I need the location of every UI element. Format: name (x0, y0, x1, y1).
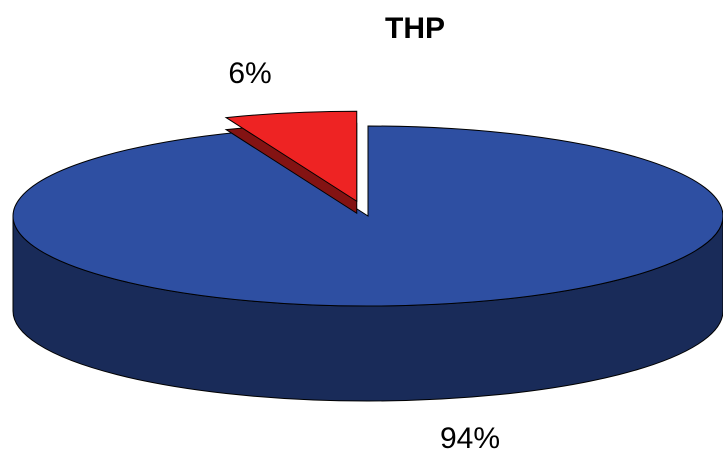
slice (224, 110, 358, 203)
chart-title: THP (385, 12, 445, 45)
slice (12, 125, 723, 307)
data-label: 94% (440, 422, 500, 455)
data-label: 6% (228, 57, 271, 90)
